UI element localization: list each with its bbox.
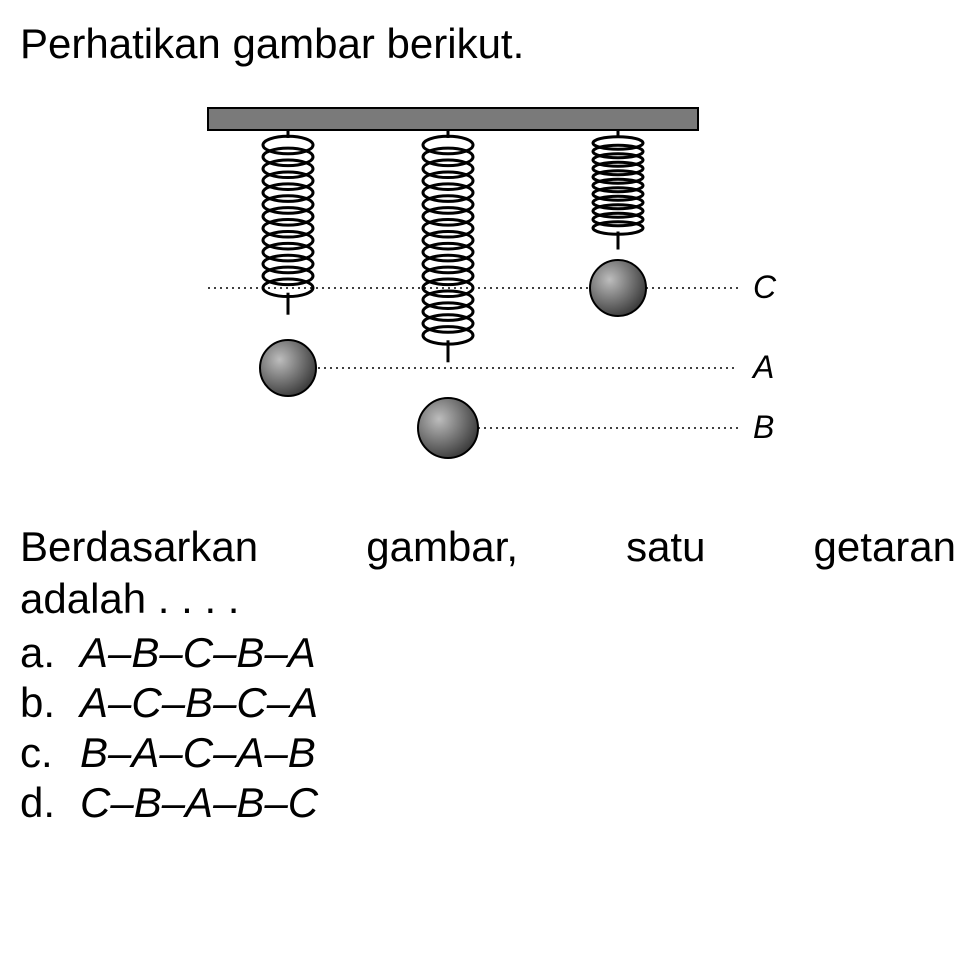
question-stem-line1: Berdasarkan gambar, satu getaran [20, 523, 956, 571]
svg-text:A: A [751, 349, 774, 385]
option-letter: c. [20, 729, 80, 777]
option-text: B–A–C–A–B [80, 729, 316, 777]
option-letter: b. [20, 679, 80, 727]
option-row: d.C–B–A–B–C [20, 779, 956, 827]
option-row: c.B–A–C–A–B [20, 729, 956, 777]
options-list: a.A–B–C–B–Ab.A–C–B–C–Ac.B–A–C–A–Bd.C–B–A… [20, 629, 956, 827]
option-text: A–B–C–B–A [80, 629, 316, 677]
svg-text:B: B [753, 409, 774, 445]
option-letter: a. [20, 629, 80, 677]
question-stem-line2: adalah . . . . [20, 575, 956, 623]
option-row: a.A–B–C–B–A [20, 629, 956, 677]
question-prompt: Perhatikan gambar berikut. [20, 20, 956, 68]
option-text: C–B–A–B–C [80, 779, 318, 827]
question-stem-block: Berdasarkan gambar, satu getaran adalah … [20, 523, 956, 827]
option-text: A–C–B–C–A [80, 679, 318, 727]
svg-text:C: C [753, 269, 777, 305]
option-row: b.A–C–B–C–A [20, 679, 956, 727]
option-letter: d. [20, 779, 80, 827]
spring-diagram: C AB [138, 88, 838, 493]
diagram-svg: C AB [138, 88, 838, 488]
